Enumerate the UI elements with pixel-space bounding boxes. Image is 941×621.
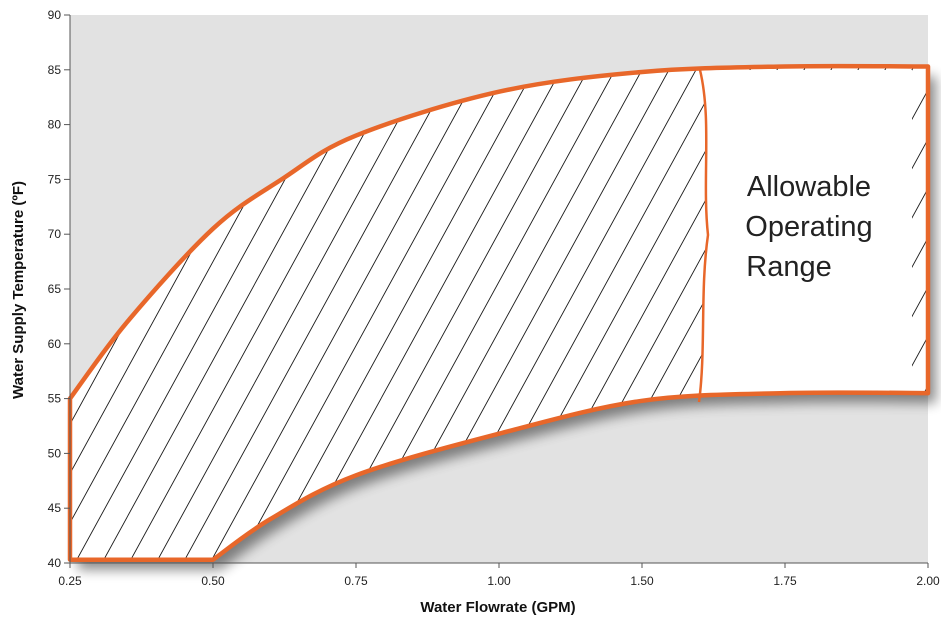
y-tick-label: 60 <box>48 337 62 351</box>
y-tick-label: 50 <box>48 446 62 460</box>
x-tick-label: 1.00 <box>487 574 511 588</box>
y-tick-label: 80 <box>48 118 62 132</box>
region-label-line-3: Range <box>746 251 831 283</box>
y-axis-title: Water Supply Temperature (ºF) <box>10 181 27 399</box>
y-tick-label: 90 <box>48 8 62 22</box>
y-tick-label: 40 <box>48 556 62 570</box>
plot-area <box>67 15 931 563</box>
region-label: Allowable Operating Range <box>745 171 880 283</box>
y-tick-label: 45 <box>48 501 62 515</box>
label-panel <box>699 70 912 402</box>
y-tick-label: 70 <box>48 227 62 241</box>
x-tick-label: 1.75 <box>773 574 797 588</box>
x-tick-label: 2.00 <box>916 574 940 588</box>
y-tick-label: 75 <box>48 172 62 186</box>
x-tick-label: 1.50 <box>630 574 654 588</box>
x-tick-label: 0.75 <box>344 574 368 588</box>
x-tick-label: 0.25 <box>58 574 82 588</box>
y-tick-label: 85 <box>48 63 62 77</box>
x-axis-title: Water Flowrate (GPM) <box>420 599 575 616</box>
region-boundary <box>67 63 931 562</box>
y-tick-label: 55 <box>48 392 62 406</box>
region-label-line-1: Allowable <box>747 171 871 203</box>
region-label-line-2: Operating <box>745 211 872 243</box>
y-tick-label: 65 <box>48 282 62 296</box>
axes: 40 45 50 55 60 65 70 75 80 85 90 0.25 0.50 0.75 1.00 1.… <box>48 8 940 588</box>
x-tick-label: 0.50 <box>201 574 225 588</box>
label-panel-edge <box>697 69 710 403</box>
